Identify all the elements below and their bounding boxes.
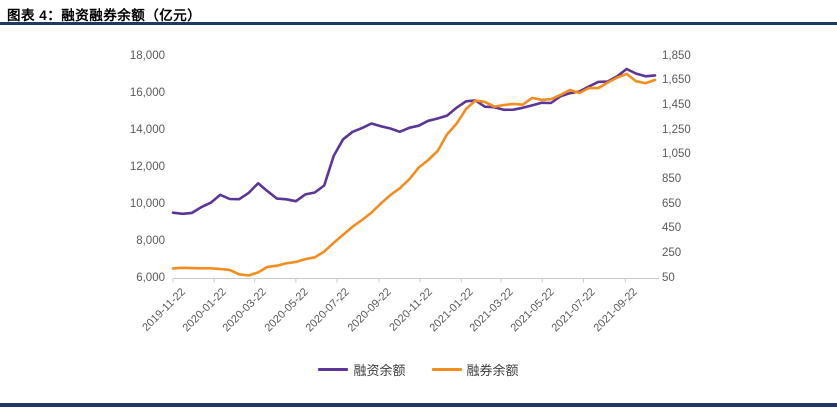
y-axis-right-label: 1,450 (662, 98, 691, 111)
legend-label: 融券余额 (466, 363, 519, 378)
legend-item-securities-lending: 融券余额 (431, 360, 519, 379)
y-axis-right-label: 1,250 (662, 123, 691, 136)
y-axis-left-label: 18,000 (129, 49, 165, 62)
y-axis-right-label: 850 (662, 172, 682, 185)
y-axis-right-label: 450 (662, 222, 682, 235)
y-axis-left-label: 8,000 (136, 234, 165, 247)
legend-label: 融资余额 (353, 363, 406, 378)
title-divider (0, 22, 837, 25)
legend-item-financing: 融资余额 (318, 360, 406, 379)
y-axis-left-label: 6,000 (136, 271, 165, 284)
page-title: 图表 4：融资融券余额（亿元） (7, 8, 202, 23)
y-axis-right-label: 50 (662, 271, 675, 284)
y-axis-right-label: 1,050 (662, 148, 691, 161)
y-axis-right-label: 1,850 (662, 49, 691, 62)
y-axis-right-label: 250 (662, 246, 682, 259)
footer-divider-bar (0, 403, 837, 407)
y-axis-left-label: 12,000 (129, 160, 165, 173)
y-axis-left-label: 14,000 (129, 123, 165, 136)
y-axis-right-label: 1,650 (662, 74, 691, 87)
y-axis-left-label: 10,000 (129, 197, 165, 210)
y-axis-right-label: 650 (662, 197, 682, 210)
securities-lending-line-swatch (431, 368, 462, 371)
chart-legend: 融资余额 融券余额 (0, 360, 837, 379)
y-axis-left-label: 16,000 (129, 86, 165, 99)
securities-lending-series-line (171, 72, 657, 277)
financing-line-swatch (318, 368, 349, 371)
